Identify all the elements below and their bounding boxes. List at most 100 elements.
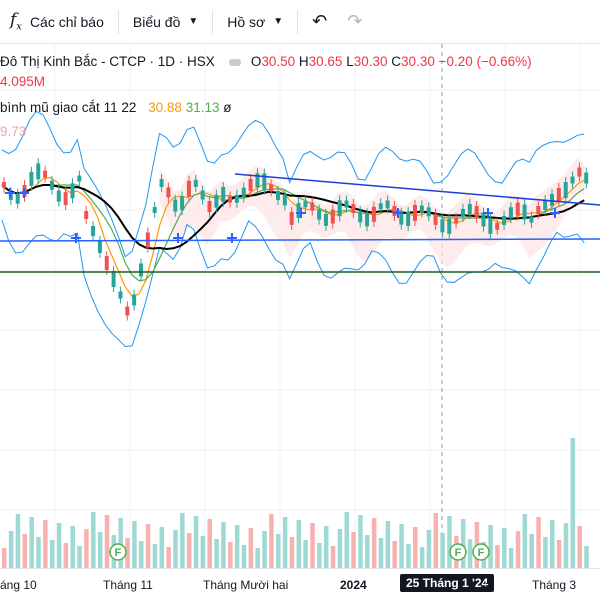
profile-button[interactable]: Hồ sơ ▼ xyxy=(217,0,293,44)
candle-body xyxy=(522,204,527,220)
candle-body xyxy=(186,180,191,197)
candle-body xyxy=(139,263,143,277)
candle-body xyxy=(488,217,493,234)
event-marker-label: F xyxy=(455,547,462,559)
undo-icon[interactable]: ↶ xyxy=(312,11,328,31)
candle-body xyxy=(365,213,370,227)
candle-body xyxy=(56,190,61,202)
redo-icon[interactable]: ↷ xyxy=(347,11,363,31)
candle-body xyxy=(358,211,363,223)
candle-body xyxy=(214,194,219,208)
time-axis-label: áng 10 xyxy=(0,578,37,592)
price-change: −0.20 (−0.66%) xyxy=(438,54,532,69)
volume-bar xyxy=(77,546,82,568)
chart-legend: Đô Thị Kinh Bắc - CTCP · 1D · HSX O30.50 … xyxy=(0,52,532,142)
candle-body xyxy=(433,213,438,225)
candle-body xyxy=(152,207,157,213)
candle-body xyxy=(49,180,54,190)
close-label: C xyxy=(391,54,402,69)
ema-fast-value: 30.88 xyxy=(148,100,182,115)
support-line xyxy=(0,238,600,242)
candle-body xyxy=(447,218,452,234)
candle-body xyxy=(43,170,48,178)
volume-bar xyxy=(289,537,295,568)
candle-body xyxy=(577,167,582,177)
volume-bar xyxy=(337,529,343,568)
toolbar-divider xyxy=(117,9,119,34)
chart-type-button[interactable]: Biểu đồ ▼ xyxy=(123,0,208,44)
candle-body xyxy=(84,211,89,219)
volume-bar xyxy=(426,530,432,568)
volume-bar xyxy=(543,537,548,568)
volume-bar xyxy=(515,531,521,568)
indicators-button[interactable]: fx Các chỉ báo xyxy=(0,0,114,44)
candle-body xyxy=(276,191,280,201)
volume-bar xyxy=(413,527,418,568)
time-axis-label: Tháng 3 xyxy=(532,578,577,592)
candle-body xyxy=(570,176,575,184)
volume-bar xyxy=(447,516,452,568)
volume-bar xyxy=(36,537,41,568)
candle-body xyxy=(15,193,20,204)
candle-body xyxy=(406,212,411,227)
toolbar-divider xyxy=(297,9,299,34)
time-axis-label: Tháng Mười hai xyxy=(203,578,289,592)
candle-body xyxy=(241,187,246,198)
volume-bar xyxy=(84,529,89,568)
volume-bar xyxy=(536,517,541,568)
volume-bar xyxy=(529,534,534,568)
volume-bar xyxy=(365,535,370,568)
volume-bar xyxy=(228,542,233,568)
candle-body xyxy=(125,306,130,316)
settings-toggle-icon[interactable] xyxy=(228,58,241,66)
volume-bar xyxy=(173,530,178,568)
bollinger-upper-line xyxy=(1,110,585,258)
candle-body xyxy=(399,212,404,225)
candle-body xyxy=(495,222,500,230)
time-axis[interactable]: áng 10 Tháng 11 Tháng Mười hai 2024 25 T… xyxy=(0,568,600,601)
candle-body xyxy=(36,163,41,180)
candle-body xyxy=(474,205,479,218)
candle-body xyxy=(371,206,376,222)
candle-body xyxy=(460,208,465,217)
volume-bar xyxy=(522,514,528,568)
candle-body xyxy=(543,200,548,210)
candle-body xyxy=(193,179,198,187)
volume-bar xyxy=(556,540,562,568)
volume-bar xyxy=(577,526,582,568)
high-label: H xyxy=(298,54,309,69)
candle-body xyxy=(584,172,589,184)
candle-body xyxy=(351,204,356,214)
volume-bar xyxy=(262,531,267,568)
volume-bar xyxy=(8,531,14,568)
candle-body xyxy=(132,294,137,306)
candle-body xyxy=(173,199,178,212)
profile-label: Hồ sơ xyxy=(227,13,266,30)
volume-bar xyxy=(495,545,500,568)
volume-bar xyxy=(180,513,185,568)
candle-body xyxy=(419,205,424,213)
candle-body xyxy=(255,173,260,188)
crosshair-date-label: 25 Tháng 1 '24 xyxy=(400,574,495,592)
time-axis-label: ai xyxy=(485,578,495,592)
ema-cross-indicator-name[interactable]: bình mũ giao cắt 11 22 xyxy=(0,100,137,115)
trend-line xyxy=(234,173,600,206)
candle-body xyxy=(344,200,349,208)
volume-bar xyxy=(200,536,206,568)
candle-body xyxy=(378,203,383,210)
event-marker-icon xyxy=(449,543,467,561)
close-value: 30.30 xyxy=(401,54,435,69)
volume-bar xyxy=(330,546,336,568)
volume-bar xyxy=(186,533,192,568)
volume-bar xyxy=(584,546,589,568)
candle-body xyxy=(323,213,328,226)
candle-body xyxy=(296,203,301,219)
volume-bar xyxy=(550,520,555,568)
candle-body xyxy=(317,209,322,220)
event-marker-label: F xyxy=(115,547,122,559)
volume-bar xyxy=(419,547,425,568)
chevron-down-icon: ▼ xyxy=(188,16,199,27)
symbol-title[interactable]: Đô Thị Kinh Bắc - CTCP · 1D · HSX xyxy=(0,54,215,69)
candle-body xyxy=(556,188,561,202)
